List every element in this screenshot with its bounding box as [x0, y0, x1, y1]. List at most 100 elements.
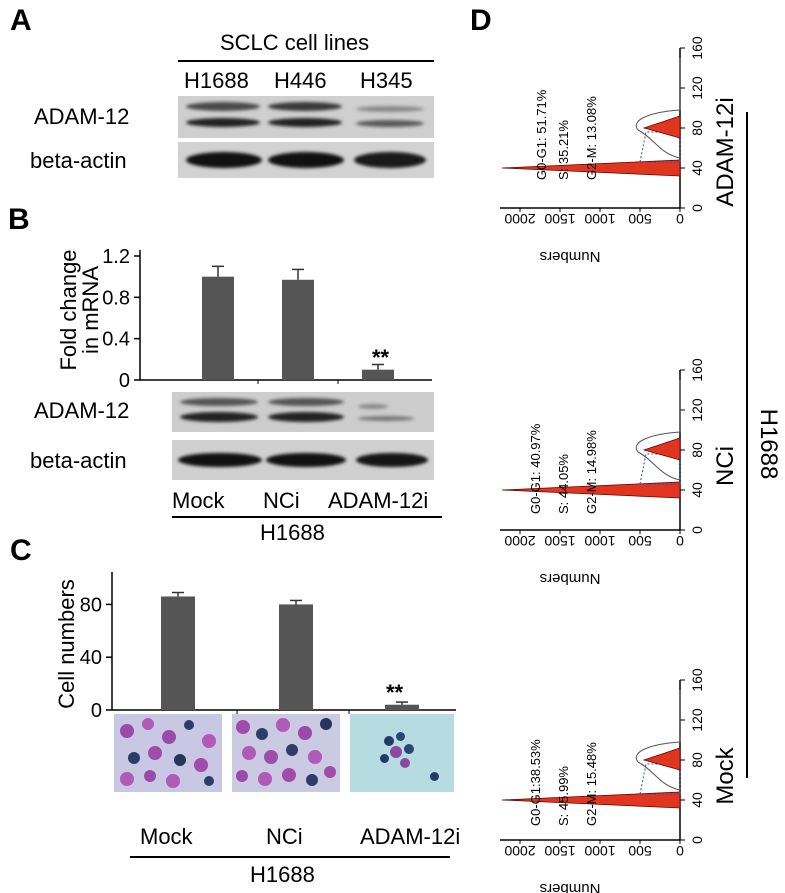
- count-tick-label: 1000: [584, 211, 615, 227]
- bar-nci: [282, 279, 314, 380]
- flow-3-name: Mock: [712, 747, 739, 805]
- panel-c-lane-3: ADAM-12i: [360, 824, 461, 849]
- flow-2-g0g1: G0-G1: 40.97%: [528, 423, 543, 514]
- histogram-outline: [635, 58, 681, 159]
- channel-tick-label: 40: [689, 482, 705, 498]
- y-tick-label: 0: [91, 700, 102, 722]
- histogram-outline: [635, 380, 681, 481]
- g2m-peak: [642, 115, 681, 139]
- g2m-peak: [642, 747, 681, 771]
- flow-1-s: S: 35.21%: [556, 120, 571, 180]
- channel-tick-label: 0: [689, 836, 705, 844]
- panel-c-image-mock: [114, 714, 222, 792]
- bar-adam-12i: [385, 704, 419, 710]
- channel-tick-label: 120: [689, 708, 705, 732]
- g0g1-peak: [501, 159, 681, 177]
- channel-tick-label: 40: [689, 160, 705, 176]
- count-axis-label: Numbers: [540, 248, 601, 265]
- panel-label-a: A: [10, 4, 32, 37]
- channel-tick-label: 80: [689, 752, 705, 768]
- panel-b-actin-blot: [172, 440, 434, 480]
- y-tick-label: 80: [80, 594, 102, 616]
- panel-a-row-actin: beta-actin: [30, 148, 127, 173]
- g2m-peak: [642, 437, 681, 461]
- y-tick-label: 0.4: [102, 329, 130, 351]
- panel-a-lane-1: H1688: [184, 68, 249, 93]
- panel-b-group: H1688: [260, 520, 325, 545]
- flow-3-g0g1: G0-G1:38.53%: [528, 739, 543, 826]
- count-tick-label: 0: [676, 533, 684, 549]
- g0g1-peak: [501, 481, 681, 499]
- count-tick-label: 0: [676, 211, 684, 227]
- flow-2-name: NCi: [712, 446, 739, 486]
- flow-1-name: ADAM-12i: [712, 97, 739, 207]
- panel-c-lane-1: Mock: [140, 824, 193, 849]
- count-tick-label: 1000: [584, 843, 615, 859]
- panel-b-group-line: [172, 516, 442, 518]
- panel-c-image-nci: [232, 714, 340, 792]
- histogram-outline: [635, 690, 681, 791]
- count-tick-label: 500: [628, 211, 652, 227]
- panel-a-lane-2: H446: [274, 68, 327, 93]
- panel-c-lane-2: NCi: [266, 824, 303, 849]
- channel-tick-label: 80: [689, 120, 705, 136]
- panel-b-adam12-blot: [172, 392, 434, 432]
- panel-label-b: B: [8, 203, 30, 236]
- channel-tick-label: 160: [689, 36, 705, 60]
- panel-c-image-adam12i: [350, 714, 454, 792]
- channel-tick-label: 160: [689, 358, 705, 382]
- y-tick-label: 0: [119, 370, 130, 392]
- panel-a-actin-blot: [178, 142, 434, 178]
- bar-nci: [279, 604, 313, 710]
- y-tick-label: 0.8: [102, 287, 130, 309]
- count-axis-label: Numbers: [540, 880, 601, 893]
- panel-b-plot: 0 0.4 0.8 1.2: [102, 246, 432, 392]
- count-tick-label: 500: [628, 843, 652, 859]
- panel-b-lane-3: ADAM-12i: [328, 488, 429, 513]
- panel-label-c: C: [10, 534, 32, 567]
- flow-histogram-3: 0 40 80 120 160 0 500 1000 1500 2000 Numbers: [500, 668, 705, 893]
- count-tick-label: 500: [628, 533, 652, 549]
- panel-b-sig: **: [372, 345, 390, 370]
- flow-histogram-1: 0 40 80 120 160 0 500 1000 1500 2000 Numbers: [500, 36, 705, 265]
- flow-3-s: S: 45.99%: [556, 766, 571, 826]
- channel-tick-label: 40: [689, 792, 705, 808]
- panel-b-lane-2: NCi: [263, 488, 300, 513]
- count-tick-label: 2000: [504, 211, 535, 227]
- panel-a-lane-3: H345: [360, 68, 413, 93]
- flow-2-s: S: 44.05%: [556, 454, 571, 514]
- panel-d-group-line: [746, 112, 748, 778]
- panel-c-group-line: [130, 856, 450, 858]
- panel-label-d: D: [470, 4, 492, 37]
- panel-b-ylabel-line2: in mRNA: [78, 266, 103, 355]
- panel-c-plot: 0 40 80: [80, 572, 456, 722]
- panel-d-plot-area: 0 40 80 120 160 0 500 1000 1500 2000 Numbers 0 40 80 1…: [480, 0, 785, 893]
- count-tick-label: 1500: [544, 843, 575, 859]
- panel-a-header: SCLC cell lines: [220, 30, 370, 55]
- count-tick-label: 0: [676, 843, 684, 859]
- panel-a-row-adam12: ADAM-12: [34, 104, 130, 129]
- count-tick-label: 2000: [504, 843, 535, 859]
- channel-tick-label: 80: [689, 442, 705, 458]
- flow-1-g0g1: G0-G1: 51.71%: [534, 89, 549, 180]
- count-tick-label: 1500: [544, 211, 575, 227]
- panel-d-group: H1688: [755, 408, 782, 480]
- bar-mock: [161, 596, 195, 710]
- g0g1-peak: [501, 791, 681, 809]
- panel-a-header-line: [178, 60, 434, 62]
- channel-tick-label: 120: [689, 76, 705, 100]
- panel-a-adam12-blot: [178, 96, 434, 138]
- flow-2-g2m: G2-M: 14.98%: [584, 430, 599, 514]
- channel-tick-label: 120: [689, 398, 705, 422]
- y-tick-label: 40: [80, 647, 102, 669]
- count-axis-label: Numbers: [540, 570, 601, 587]
- panel-b-chart: 0 0.4 0.8 1.2 0 40 80: [80, 246, 456, 722]
- channel-tick-label: 0: [689, 526, 705, 534]
- panel-b-ylabel-line1: Fold change: [56, 249, 81, 371]
- flow-3-g2m: G2-M: 15.48%: [584, 742, 599, 826]
- bar-adam-12i: [362, 369, 394, 380]
- channel-tick-label: 0: [689, 204, 705, 212]
- count-tick-label: 1000: [584, 533, 615, 549]
- flow-1-g2m: G2-M: 13.08%: [584, 96, 599, 180]
- flow-histogram-2: 0 40 80 120 160 0 500 1000 1500 2000 Numbers: [500, 358, 705, 587]
